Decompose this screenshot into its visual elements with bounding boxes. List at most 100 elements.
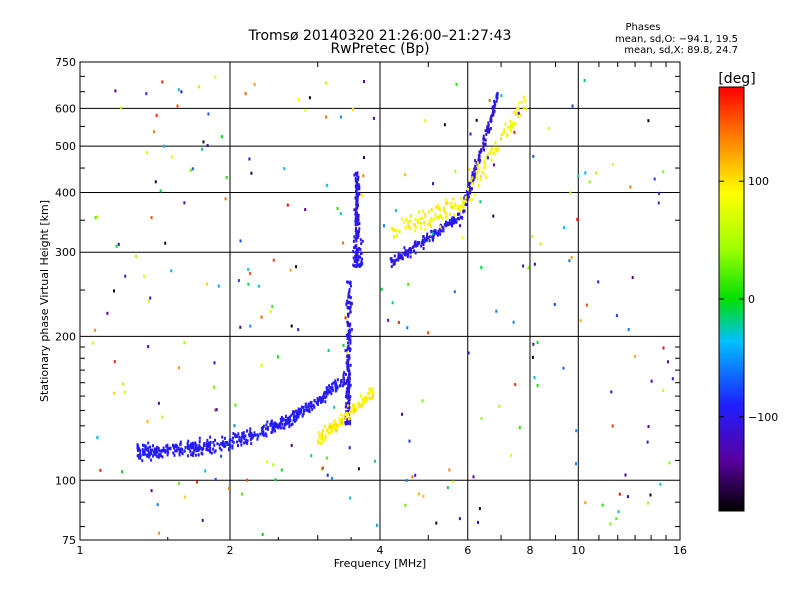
data-point <box>387 318 390 322</box>
data-point <box>448 468 451 472</box>
data-point <box>355 235 358 239</box>
data-point <box>349 419 352 422</box>
data-point <box>482 136 485 140</box>
data-point <box>357 175 360 179</box>
data-point <box>414 473 417 477</box>
data-point <box>212 447 215 451</box>
data-point <box>237 444 239 448</box>
data-point <box>568 259 571 263</box>
data-point <box>271 427 274 431</box>
data-point <box>345 302 348 306</box>
data-point <box>217 284 220 288</box>
data-point <box>320 467 323 471</box>
data-point <box>286 203 289 207</box>
data-point <box>662 346 665 350</box>
data-point <box>249 431 252 435</box>
data-point <box>284 421 287 425</box>
data-point <box>317 441 320 445</box>
data-point <box>470 179 472 182</box>
data-point <box>305 408 308 412</box>
data-point <box>347 361 349 365</box>
data-point <box>650 379 653 383</box>
data-point <box>422 243 425 247</box>
data-point <box>402 251 405 255</box>
data-point <box>658 191 661 195</box>
data-point <box>354 237 357 241</box>
data-point <box>520 113 522 117</box>
data-point <box>250 435 253 439</box>
data-point <box>352 256 355 260</box>
data-point <box>420 221 422 225</box>
data-point <box>512 122 515 126</box>
data-point <box>346 404 349 408</box>
data-point <box>347 376 350 380</box>
data-point <box>186 446 189 450</box>
data-point <box>186 442 189 446</box>
data-point <box>281 419 284 423</box>
data-point <box>348 370 351 374</box>
data-point <box>414 229 417 233</box>
data-point <box>455 220 458 224</box>
data-point <box>452 206 455 210</box>
data-point <box>575 429 578 433</box>
data-point <box>369 390 372 393</box>
data-point <box>352 249 355 253</box>
data-point <box>279 426 282 430</box>
data-point <box>491 105 494 109</box>
data-point <box>348 337 350 341</box>
data-point <box>245 438 248 442</box>
data-point <box>465 203 468 207</box>
data-point <box>202 444 205 447</box>
data-point <box>422 247 425 250</box>
data-point <box>340 379 343 382</box>
data-point <box>346 418 349 422</box>
data-point <box>355 229 358 233</box>
data-point <box>321 438 324 442</box>
data-point <box>318 398 321 402</box>
data-point <box>435 205 438 209</box>
x-axis-label: Frequency [MHz] <box>334 557 426 570</box>
data-point <box>500 137 502 141</box>
data-point <box>405 218 408 222</box>
data-point <box>393 259 395 263</box>
data-point <box>343 371 346 375</box>
data-point <box>356 255 359 259</box>
data-point <box>250 432 253 436</box>
data-point <box>358 247 360 251</box>
data-point <box>213 443 216 447</box>
data-point <box>466 194 469 198</box>
data-point <box>476 161 479 165</box>
data-point <box>357 194 359 198</box>
data-point <box>194 441 197 445</box>
data-point <box>146 151 148 155</box>
data-point <box>326 388 329 392</box>
data-point <box>446 223 449 227</box>
data-point <box>344 420 347 424</box>
data-point <box>424 213 427 216</box>
data-point <box>164 241 167 245</box>
data-point <box>319 442 322 446</box>
data-point <box>213 361 216 365</box>
data-point <box>435 521 438 525</box>
data-point <box>157 455 160 459</box>
data-point <box>205 441 208 445</box>
data-point <box>274 478 277 482</box>
data-point <box>329 425 332 429</box>
data-point <box>348 416 351 420</box>
data-point <box>399 256 402 260</box>
data-point <box>570 255 573 259</box>
data-point <box>344 422 347 426</box>
data-point <box>414 251 417 255</box>
data-point <box>278 425 281 429</box>
data-point <box>153 452 156 456</box>
data-point <box>323 391 326 394</box>
data-point <box>285 419 288 423</box>
data-point <box>344 316 347 320</box>
data-point <box>649 493 652 497</box>
data-point <box>234 435 237 438</box>
data-point <box>172 451 175 455</box>
data-point <box>356 258 359 262</box>
data-point <box>321 441 323 445</box>
colorbar-tick-label: 100 <box>748 175 769 188</box>
data-point <box>155 113 158 117</box>
